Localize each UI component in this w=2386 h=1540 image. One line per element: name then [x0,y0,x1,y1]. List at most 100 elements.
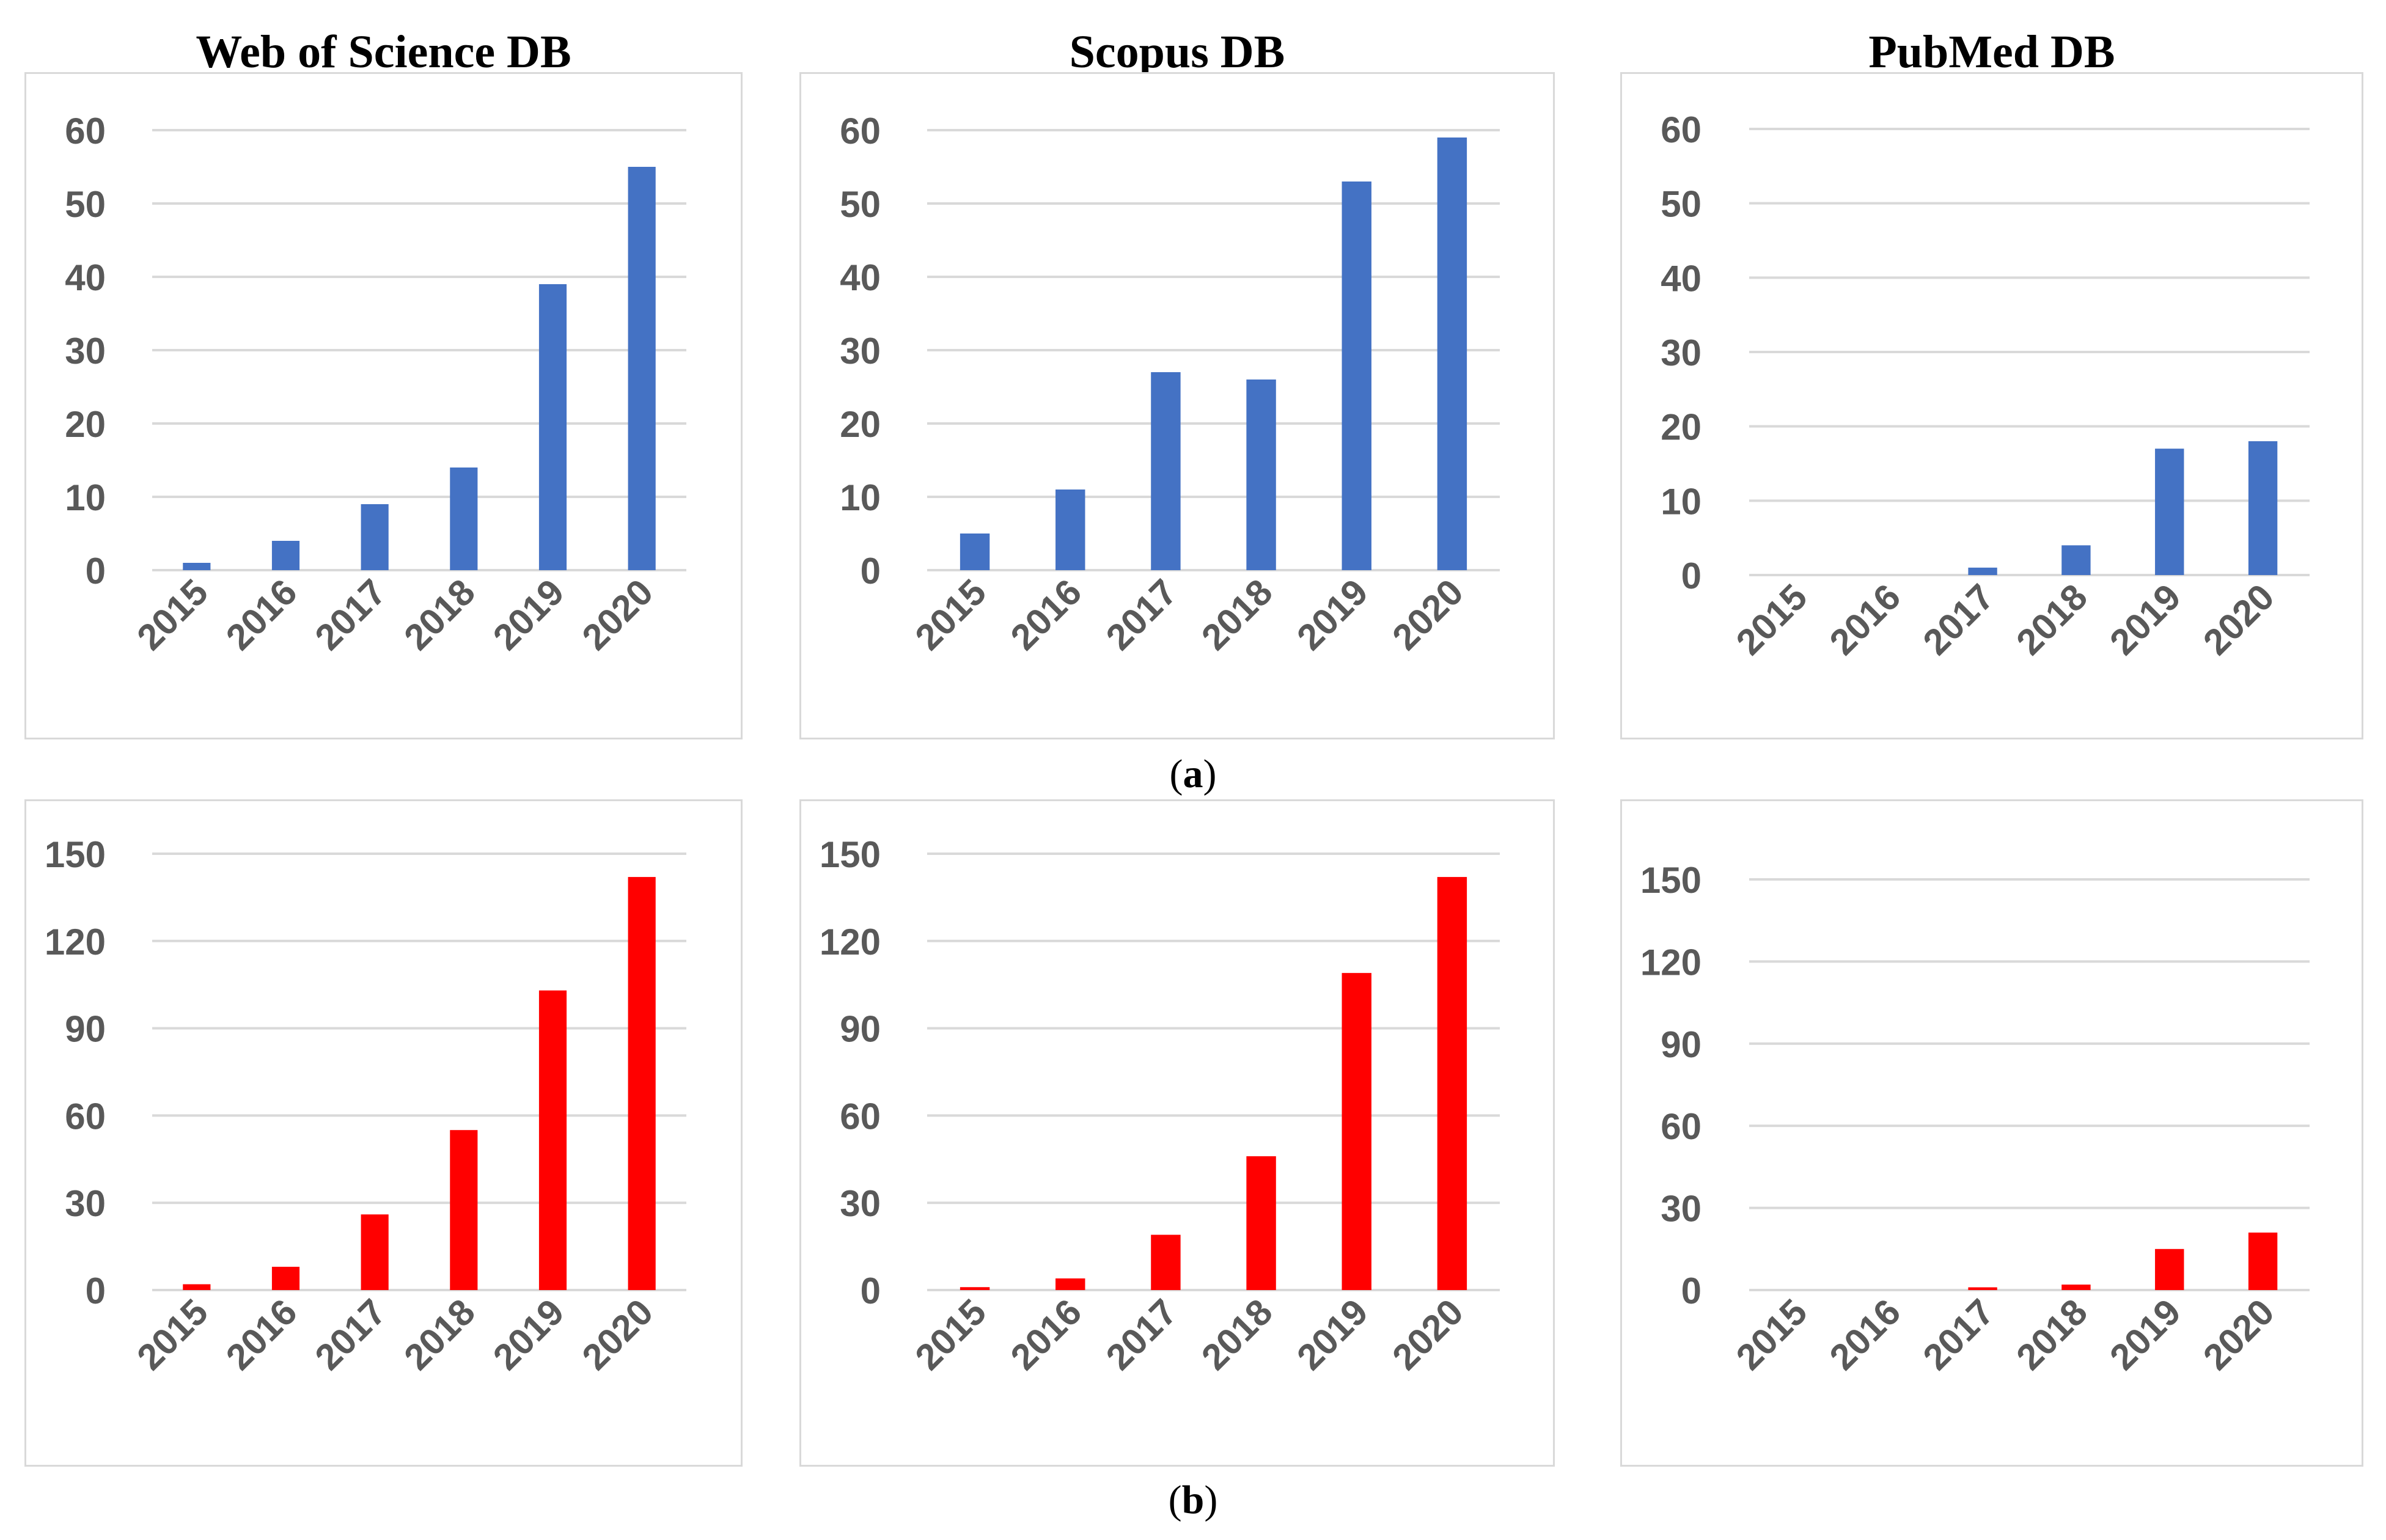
x-tick-label-wos-a-2018: 2018 [396,571,483,658]
y-tick-label-scopus-a-40: 40 [840,257,881,298]
x-tick-label-scopus-b-2019: 2019 [1289,1291,1376,1378]
x-tick-label-scopus-a-2020: 2020 [1384,571,1471,658]
x-tick-label-scopus-a-2017: 2017 [1098,571,1185,658]
bar-wos-a-2015 [183,563,211,570]
y-tick-label-pubmed-b-0: 0 [1681,1270,1701,1311]
bar-scopus-b-2019 [1342,973,1371,1290]
y-tick-label-pubmed-a-10: 10 [1661,481,1701,522]
x-tick-label-pubmed-b-2019: 2019 [2102,1291,2189,1378]
bar-wos-b-2015 [183,1284,211,1290]
y-tick-label-wos-b-60: 60 [65,1096,106,1137]
x-tick-label-wos-b-2018: 2018 [396,1291,483,1378]
y-tick-label-pubmed-b-120: 120 [1640,942,1701,983]
chart-panel-wos-b: 0 30 60 90 120 150 2015 2016 2017 2018 2019 2020 [24,799,743,1467]
y-tick-label-wos-b-150: 150 [45,834,106,875]
chart-scopus-a: 0 10 20 30 40 50 60 2015 2016 2017 2018 2019 2020 [840,111,1500,658]
chart-pubmed-b: 0 30 60 90 120 150 2015 2016 2017 2018 2019 2020 [1640,860,2310,1378]
x-tick-label-wos-b-2019: 2019 [485,1291,572,1378]
caption-b-close: ) [1204,1478,1218,1522]
y-tick-label-scopus-b-150: 150 [820,834,881,875]
chart-pubmed-a: 0 10 20 30 40 50 60 2015 2016 2017 2018 2019 2020 [1661,109,2310,663]
x-tick-label-pubmed-a-2016: 2016 [1822,576,1909,663]
x-tick-label-pubmed-a-2017: 2017 [1915,576,2002,663]
y-tick-label-scopus-b-30: 30 [840,1183,881,1224]
y-tick-label-pubmed-b-150: 150 [1640,860,1701,901]
chart-panel-scopus-a: 0 10 20 30 40 50 60 2015 2016 2017 2018 2019 2020 [799,72,1555,739]
bar-scopus-b-2018 [1246,1156,1276,1290]
x-tick-label-wos-a-2015: 2015 [129,571,216,658]
y-tick-label-wos-a-20: 20 [65,404,106,445]
x-tick-label-scopus-b-2016: 2016 [1003,1291,1090,1378]
chart-scopus-b: 0 30 60 90 120 150 2015 2016 2017 2018 2019 2020 [820,834,1500,1378]
x-tick-label-wos-b-2020: 2020 [574,1291,661,1378]
x-tick-label-scopus-a-2019: 2019 [1289,571,1376,658]
y-tick-label-pubmed-b-90: 90 [1661,1024,1701,1065]
x-tick-label-pubmed-b-2018: 2018 [2008,1291,2095,1378]
y-tick-label-pubmed-a-60: 60 [1661,109,1701,150]
bar-wos-a-2018 [450,468,478,570]
bar-pubmed-a-2020 [2248,441,2278,575]
x-tick-label-pubmed-a-2015: 2015 [1728,576,1815,663]
x-tick-label-scopus-a-2015: 2015 [908,571,994,658]
y-tick-label-pubmed-a-0: 0 [1681,556,1701,596]
caption-a-close: ) [1203,752,1217,796]
y-tick-label-pubmed-a-40: 40 [1661,258,1701,299]
bar-scopus-b-2020 [1437,877,1467,1290]
bar-wos-b-2018 [450,1130,478,1290]
caption-b-open: ( [1168,1478,1182,1522]
x-tick-label-scopus-b-2018: 2018 [1194,1291,1280,1378]
bar-pubmed-b-2019 [2155,1248,2184,1290]
y-tick-label-wos-b-120: 120 [45,922,106,963]
x-tick-label-scopus-b-2017: 2017 [1098,1291,1185,1378]
y-tick-label-scopus-a-60: 60 [840,111,881,152]
x-tick-label-pubmed-b-2015: 2015 [1728,1291,1815,1378]
x-tick-label-pubmed-a-2020: 2020 [2195,576,2282,663]
y-tick-label-scopus-b-90: 90 [840,1009,881,1050]
bar-scopus-a-2018 [1246,380,1276,570]
bar-pubmed-b-2020 [2248,1232,2278,1290]
bar-wos-a-2019 [538,284,567,570]
bar-wos-a-2017 [361,504,389,570]
bar-scopus-b-2017 [1151,1234,1181,1290]
caption-b-letter: b [1181,1478,1205,1522]
y-tick-label-wos-a-10: 10 [65,477,106,518]
y-tick-label-pubmed-a-50: 50 [1661,184,1701,225]
y-tick-label-wos-a-0: 0 [86,551,106,592]
bar-wos-a-2020 [628,167,656,570]
bar-scopus-a-2016 [1055,490,1085,570]
y-tick-label-wos-b-90: 90 [65,1009,106,1050]
y-tick-label-scopus-a-50: 50 [840,184,881,225]
chart-wos-b: 0 30 60 90 120 150 2015 2016 2017 2018 2019 2020 [45,834,686,1378]
caption-a-open: ( [1169,752,1183,796]
x-tick-label-scopus-b-2020: 2020 [1384,1291,1471,1378]
chart-panel-pubmed-a: 0 10 20 30 40 50 60 2015 2016 2017 2018 2019 2020 [1620,72,2363,739]
y-tick-label-scopus-b-60: 60 [840,1096,881,1137]
bar-wos-b-2016 [271,1266,300,1290]
x-tick-label-wos-b-2016: 2016 [218,1291,305,1378]
bar-pubmed-b-2018 [2061,1285,2091,1290]
title-scopus: Scopus DB [1069,26,1285,78]
y-tick-label-wos-a-40: 40 [65,257,106,298]
bar-pubmed-a-2018 [2061,545,2091,575]
caption-a-letter: a [1183,752,1203,796]
y-tick-label-scopus-b-0: 0 [861,1270,881,1311]
x-tick-label-wos-b-2015: 2015 [129,1291,216,1378]
y-tick-label-wos-a-60: 60 [65,111,106,152]
y-tick-label-wos-b-0: 0 [86,1270,106,1311]
x-tick-label-pubmed-a-2019: 2019 [2102,576,2189,663]
bar-wos-b-2020 [628,877,656,1290]
title-pubmed: PubMed DB [1868,26,2115,78]
bar-scopus-a-2017 [1151,372,1181,570]
chart-panel-wos-a: 0 10 20 30 40 50 60 2015 2016 2017 2018 2019 2020 [24,72,743,739]
bar-scopus-a-2015 [960,534,990,570]
y-tick-label-pubmed-a-30: 30 [1661,332,1701,373]
chart-panel-scopus-b: 0 30 60 90 120 150 2015 2016 2017 2018 2019 2020 [799,799,1555,1467]
bar-scopus-a-2019 [1342,182,1371,570]
bar-wos-a-2016 [271,541,300,570]
x-tick-label-scopus-a-2018: 2018 [1194,571,1280,658]
y-tick-label-scopus-a-0: 0 [861,551,881,592]
bar-pubmed-a-2017 [1968,567,1997,575]
y-tick-label-pubmed-a-20: 20 [1661,407,1701,448]
bar-wos-b-2019 [538,990,567,1290]
bar-scopus-a-2020 [1437,138,1467,570]
